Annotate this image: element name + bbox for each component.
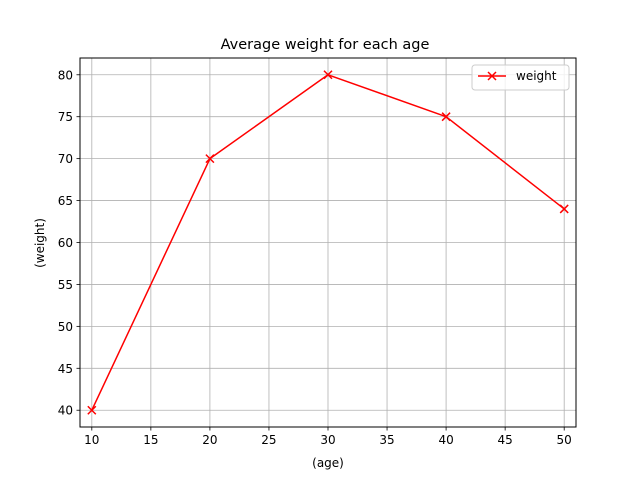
data-point-marker bbox=[87, 405, 97, 415]
data-point-marker bbox=[323, 70, 333, 80]
ticks: 10 15 20 25 30 35 40 45 50 40 45 50 55 60 65 70 75 80 bbox=[58, 68, 572, 447]
x-tick-label: 20 bbox=[202, 433, 217, 447]
y-tick-label: 45 bbox=[58, 362, 73, 376]
x-axis-label: (age) bbox=[312, 456, 344, 470]
y-tick-label: 60 bbox=[58, 236, 73, 250]
y-tick-label: 65 bbox=[58, 194, 73, 208]
x-tick-label: 30 bbox=[320, 433, 335, 447]
series-layer bbox=[87, 70, 569, 415]
x-tick-label: 40 bbox=[438, 433, 453, 447]
y-tick-label: 75 bbox=[58, 110, 73, 124]
x-tick-label: 25 bbox=[261, 433, 276, 447]
x-tick-label: 35 bbox=[379, 433, 394, 447]
x-tick-label: 45 bbox=[498, 433, 513, 447]
x-tick-label: 15 bbox=[143, 433, 158, 447]
legend-label-weight: weight bbox=[516, 69, 557, 83]
x-tick-label: 10 bbox=[84, 433, 99, 447]
y-tick-label: 70 bbox=[58, 152, 73, 166]
x-tick-label: 50 bbox=[557, 433, 572, 447]
grid bbox=[80, 58, 576, 427]
y-tick-label: 40 bbox=[58, 404, 73, 418]
legend: weight bbox=[471, 64, 570, 91]
y-tick-label: 80 bbox=[58, 68, 73, 82]
legend-box bbox=[471, 64, 570, 91]
y-axis-label: (weight) bbox=[33, 218, 47, 268]
data-point-marker bbox=[205, 154, 215, 164]
data-point-marker bbox=[441, 112, 451, 122]
data-point-marker bbox=[559, 204, 569, 214]
chart-title: Average weight for each age bbox=[221, 37, 430, 53]
y-tick-label: 50 bbox=[58, 320, 73, 334]
plot-frame bbox=[79, 57, 577, 428]
legend-marker-x-icon bbox=[487, 71, 497, 81]
y-tick-label: 55 bbox=[58, 278, 73, 292]
